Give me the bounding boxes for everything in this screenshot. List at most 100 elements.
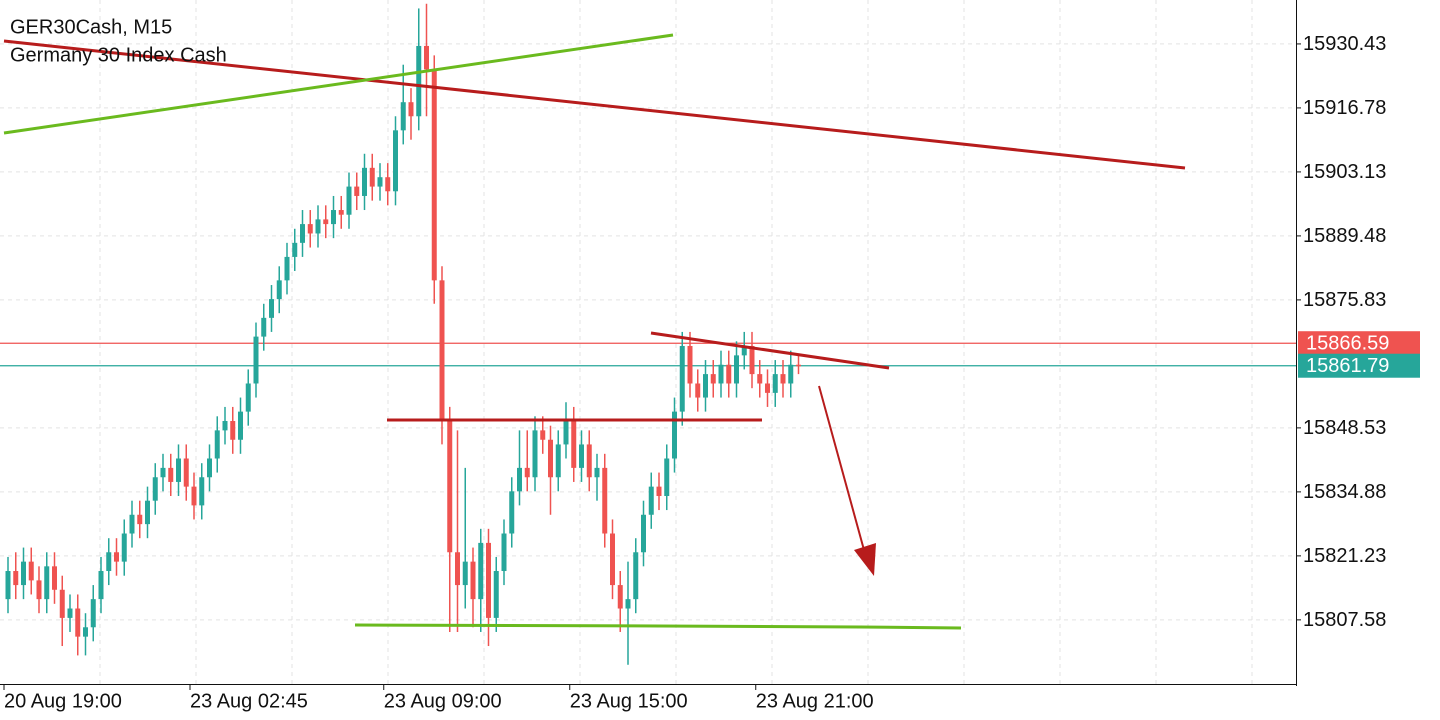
candle-body [152, 477, 158, 501]
candle-body [191, 486, 197, 506]
candle-body [253, 336, 259, 384]
candle-body [75, 608, 81, 637]
candle-body [323, 219, 329, 225]
candle-body [749, 345, 755, 375]
candle-body [13, 571, 19, 586]
candle-body [431, 69, 437, 281]
y-tick-label: 15916.78 [1303, 97, 1386, 119]
candle-body [579, 444, 584, 468]
y-tick-label: 15875.83 [1303, 289, 1386, 311]
candle-body [796, 364, 801, 367]
candle-body [83, 627, 88, 637]
candle-body [772, 374, 778, 393]
candle-body [509, 491, 515, 534]
candle-body [284, 256, 290, 281]
candle-body [230, 420, 236, 440]
trend-line [650, 331, 890, 370]
chart-subtitle: Germany 30 Index Cash [10, 44, 227, 66]
candle-body [5, 571, 11, 600]
candle-body [52, 566, 57, 590]
candle-body [532, 430, 538, 478]
candle-body [300, 224, 305, 243]
candle-body [245, 383, 251, 412]
candle-body [129, 514, 135, 534]
candle-body [67, 608, 73, 618]
candle-body [594, 467, 600, 478]
candle-body [447, 420, 453, 553]
price-label: 15866.59 [1306, 333, 1389, 355]
candle-body [478, 542, 484, 600]
candle-body [276, 280, 282, 300]
candle-body [385, 177, 391, 192]
candle-body [687, 345, 693, 384]
price-label-box [1298, 331, 1420, 356]
candle-body [36, 580, 42, 600]
candle-body [648, 486, 654, 515]
trend-line [3, 39, 1186, 170]
candle-body [439, 280, 445, 421]
candle-body [741, 345, 747, 356]
candle-body [21, 561, 26, 586]
candle-body [625, 599, 631, 609]
price-label-box [1298, 353, 1420, 378]
candle-body [493, 571, 499, 618]
candle-body [137, 514, 143, 525]
candle-body [672, 411, 677, 459]
y-tick-label: 15821.23 [1303, 545, 1386, 567]
horizontal-grid [0, 43, 1296, 621]
candle-body [98, 571, 104, 600]
candle-body [315, 219, 321, 234]
candle-body [416, 45, 422, 117]
candle-body [726, 364, 732, 384]
candle-body [486, 542, 491, 618]
candle-body [222, 420, 228, 431]
candle-body [734, 355, 739, 384]
candle-body [765, 383, 770, 393]
x-tick-label: 23 Aug 02:45 [190, 690, 308, 712]
candle-body [199, 477, 205, 506]
candle-body [679, 345, 685, 412]
candle-body [617, 585, 623, 609]
candle-body [377, 177, 383, 187]
candle-body [633, 552, 639, 600]
x-axis-line [0, 684, 1297, 685]
candle-body [586, 444, 592, 478]
candle-body [269, 299, 274, 318]
candle-body [470, 561, 476, 600]
candle-body [261, 317, 267, 337]
candle-body [703, 374, 708, 398]
candle-body [183, 458, 189, 487]
candle-body [455, 552, 460, 586]
candle-body [44, 566, 50, 600]
candle-body [59, 589, 65, 618]
candle-body [238, 411, 243, 440]
y-tick-label: 15848.53 [1303, 417, 1386, 439]
candle-body [757, 374, 763, 384]
candle-body [160, 467, 166, 478]
candle-body [362, 167, 367, 196]
candle-body [28, 561, 34, 581]
y-tick-label: 15930.43 [1303, 33, 1386, 55]
y-tick-label: 15807.58 [1303, 609, 1386, 631]
candle-body [331, 210, 336, 225]
candle-body [393, 130, 398, 192]
candle-body [346, 186, 352, 215]
candles [5, 3, 801, 665]
candle-body [641, 514, 646, 553]
x-tick-label: 20 Aug 19:00 [4, 690, 122, 712]
candle-body [540, 430, 546, 440]
price-lines [0, 342, 1296, 367]
candle-body [369, 167, 375, 187]
candle-body [90, 599, 96, 628]
candle-body [780, 374, 786, 384]
y-tick-label: 15889.48 [1303, 225, 1386, 247]
candle-body [338, 210, 344, 215]
chart-title: GER30Cash, M15 [10, 16, 172, 38]
candle-body [656, 486, 662, 497]
candle-body [517, 467, 522, 492]
candle-body [176, 458, 181, 482]
candle-body [563, 420, 569, 445]
candle-body [400, 102, 406, 131]
candle-body [501, 533, 507, 572]
candle-body [145, 500, 150, 525]
